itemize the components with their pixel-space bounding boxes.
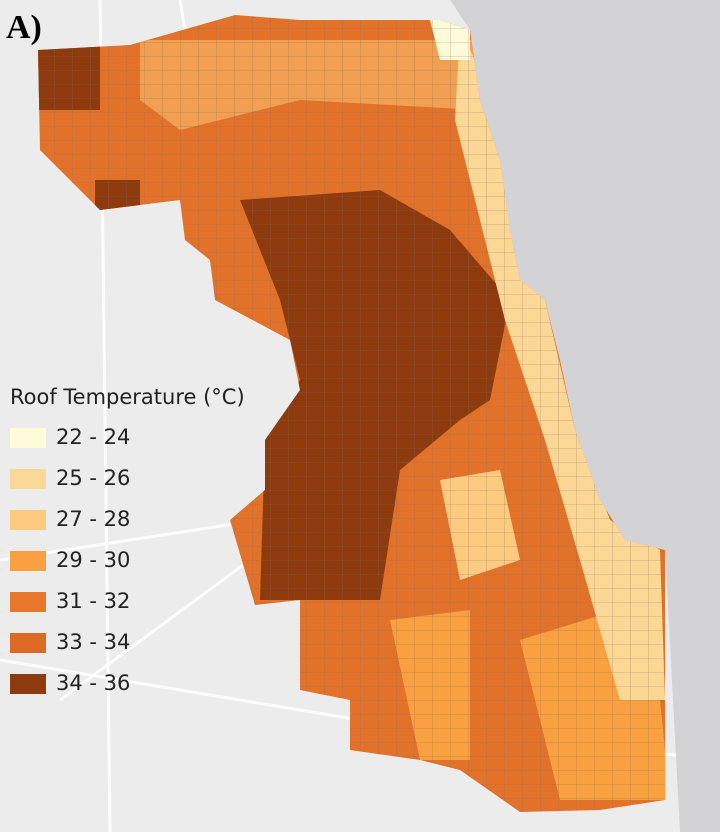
legend-swatch <box>10 674 46 694</box>
legend-swatch <box>10 551 46 571</box>
legend-label: 25 - 26 <box>56 466 130 490</box>
lake <box>450 0 720 832</box>
legend-label: 22 - 24 <box>56 425 130 449</box>
legend-title: Roof Temperature (°C) <box>10 385 245 409</box>
legend-label: 34 - 36 <box>56 671 130 695</box>
legend-swatch <box>10 469 46 489</box>
panel-label: A) <box>6 9 42 46</box>
legend-label: 31 - 32 <box>56 589 130 613</box>
legend-label: 33 - 34 <box>56 630 130 654</box>
legend-swatch <box>10 510 46 530</box>
legend-swatch <box>10 633 46 653</box>
legend-label: 27 - 28 <box>56 507 130 531</box>
legend-label: 29 - 30 <box>56 548 130 572</box>
legend: 22 - 24 25 - 26 27 - 28 29 - 30 31 - 32 33 - … <box>10 425 130 695</box>
legend-swatch <box>10 592 46 612</box>
legend-swatch <box>10 428 46 448</box>
